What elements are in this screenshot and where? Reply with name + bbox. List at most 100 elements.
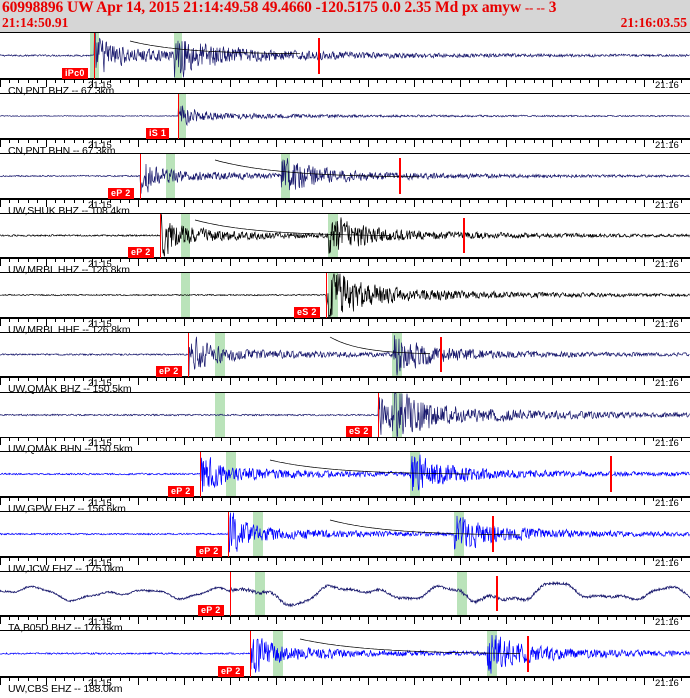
axis-tick-major xyxy=(0,557,1,565)
axis-tick-minor xyxy=(450,258,452,262)
axis-tick-major xyxy=(506,437,507,445)
phase-pick-line[interactable] xyxy=(178,94,179,138)
axis-tick-minor xyxy=(533,437,535,441)
trace-plot-area[interactable] xyxy=(0,452,690,496)
axis-tick-minor xyxy=(248,497,250,501)
axis-tick-minor xyxy=(174,139,176,143)
trace-panel[interactable] xyxy=(0,392,690,438)
trace-panel[interactable] xyxy=(0,451,690,497)
trace-plot-area[interactable] xyxy=(0,512,690,556)
axis-tick-minor xyxy=(349,79,351,83)
axis-tick-minor xyxy=(423,677,425,681)
phase-pick-label[interactable]: eS 2 xyxy=(294,307,320,318)
phase-pick-label[interactable]: eP 2 xyxy=(128,247,154,258)
phase-pick-line[interactable] xyxy=(188,333,189,376)
phase-pick-line[interactable] xyxy=(160,214,161,257)
axis-tick-minor xyxy=(73,377,75,381)
axis-baseline xyxy=(0,437,690,438)
channel-label: UW,JCW EHZ -- 175.0km xyxy=(8,563,124,575)
axis-tick-minor xyxy=(395,199,397,203)
trace-panel[interactable] xyxy=(0,511,690,557)
phase-pick-line[interactable] xyxy=(326,273,327,317)
trace-plot-area[interactable] xyxy=(0,154,690,198)
trace-plot-area[interactable] xyxy=(0,94,690,138)
axis-tick-minor xyxy=(625,199,627,203)
trace-panel[interactable] xyxy=(0,32,690,79)
axis-tick-minor xyxy=(257,377,259,381)
axis-tick-minor xyxy=(331,437,333,441)
trace-plot-area[interactable] xyxy=(0,572,690,615)
axis-tick-major xyxy=(276,497,277,505)
phase-pick-line[interactable] xyxy=(140,154,141,198)
axis-tick-major xyxy=(460,677,461,685)
trace-plot-area[interactable] xyxy=(0,33,690,78)
trace-panel[interactable] xyxy=(0,153,690,199)
trace-plot-area[interactable] xyxy=(0,393,690,437)
axis-tick-minor xyxy=(386,616,388,620)
axis-tick-minor xyxy=(487,139,489,143)
axis-tick-minor xyxy=(294,139,296,143)
phase-pick-label[interactable]: eP 2 xyxy=(108,188,134,199)
amplitude-marker[interactable] xyxy=(492,516,494,552)
phase-pick-line[interactable] xyxy=(228,512,229,556)
amplitude-marker[interactable] xyxy=(610,456,612,492)
axis-tick-minor xyxy=(404,258,406,262)
trace-panel[interactable] xyxy=(0,332,690,377)
axis-tick-major xyxy=(644,199,645,207)
trace-panel[interactable] xyxy=(0,213,690,258)
axis-tick-minor xyxy=(588,616,590,620)
amplitude-marker[interactable] xyxy=(318,37,320,74)
amplitude-marker[interactable] xyxy=(527,635,529,672)
axis-label-end: 21:16 xyxy=(655,498,679,509)
phase-pick-line[interactable] xyxy=(230,572,231,615)
amplitude-marker[interactable] xyxy=(496,576,498,611)
phase-pick-label[interactable]: eP 2 xyxy=(168,486,194,497)
axis-tick-minor xyxy=(202,139,204,143)
phase-pick-label[interactable]: eP 2 xyxy=(196,546,222,557)
axis-label-start: 21:15 xyxy=(88,438,112,449)
axis-tick-minor xyxy=(64,258,66,262)
phase-pick-line[interactable] xyxy=(200,452,201,496)
axis-tick-minor xyxy=(450,79,452,83)
axis-tick-minor xyxy=(174,616,176,620)
axis-tick-minor xyxy=(680,616,682,620)
trace-plot-area[interactable] xyxy=(0,214,690,257)
axis-tick-minor xyxy=(220,199,222,203)
axis-tick-minor xyxy=(469,677,471,681)
phase-pick-label[interactable]: iS 1 xyxy=(146,128,170,139)
phase-pick-label[interactable]: eP 2 xyxy=(156,366,182,377)
trace-panel[interactable] xyxy=(0,272,690,318)
axis-tick-major xyxy=(644,318,645,326)
amplitude-marker[interactable] xyxy=(440,337,442,372)
axis-tick-minor xyxy=(82,258,84,262)
trace-panel[interactable] xyxy=(0,93,690,139)
trace-panel[interactable] xyxy=(0,571,690,616)
phase-pick-line[interactable] xyxy=(378,393,379,437)
axis-tick-minor xyxy=(156,497,158,501)
axis-tick-minor xyxy=(542,557,544,561)
axis-tick-minor xyxy=(625,377,627,381)
trace-panel[interactable] xyxy=(0,630,690,677)
axis-tick-minor xyxy=(193,318,195,322)
trace-plot-area[interactable] xyxy=(0,333,690,376)
amplitude-marker[interactable] xyxy=(399,158,401,194)
axis-tick-minor xyxy=(441,377,443,381)
phase-pick-label[interactable]: eS 2 xyxy=(346,426,372,437)
axis-tick-minor xyxy=(27,79,29,83)
phase-pick-label[interactable]: eP 2 xyxy=(218,666,244,677)
trace-plot-area[interactable] xyxy=(0,273,690,317)
phase-pick-line[interactable] xyxy=(94,33,95,78)
phase-pick-label[interactable]: iPc0 xyxy=(62,68,88,79)
axis-tick-minor xyxy=(202,616,204,620)
axis-tick-minor xyxy=(239,199,241,203)
axis-label-end: 21:16 xyxy=(655,678,679,689)
phase-pick-label[interactable]: eP 2 xyxy=(198,605,224,616)
phase-pick-line[interactable] xyxy=(250,631,251,676)
axis-tick-minor xyxy=(487,79,489,83)
axis-tick-minor xyxy=(285,318,287,322)
amplitude-marker[interactable] xyxy=(463,218,465,253)
axis-tick-minor xyxy=(220,437,222,441)
time-axis: 21:15 21:16 xyxy=(0,557,690,570)
trace-plot-area[interactable] xyxy=(0,631,690,676)
axis-tick-major xyxy=(460,437,461,445)
